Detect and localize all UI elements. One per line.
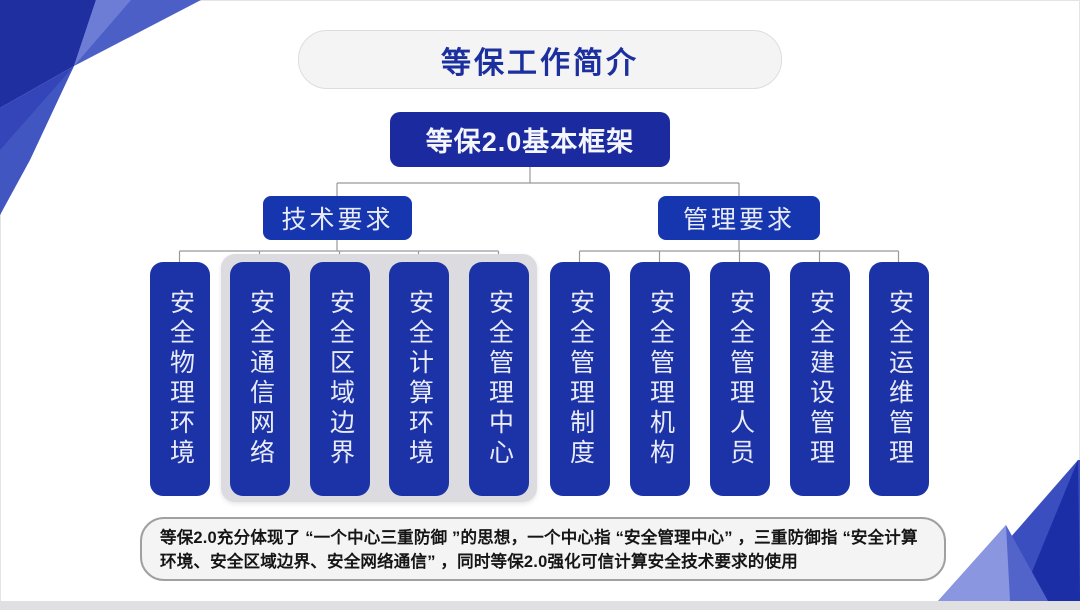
node-computing-environment: 安全计算环境: [389, 262, 449, 496]
node-label: 安全建设管理: [806, 289, 835, 469]
framework-root-label: 等保2.0基本框架: [425, 127, 635, 157]
node-label: 安全通信网络: [246, 289, 275, 469]
branch-management-label: 管理要求: [682, 206, 795, 234]
node-management-personnel: 安全管理人员: [710, 262, 770, 496]
branch-technical-label: 技术要求: [281, 206, 394, 234]
node-label: 安全管理制度: [566, 289, 595, 469]
node-label: 安全管理中心: [485, 289, 514, 469]
node-label: 安全管理人员: [726, 289, 755, 469]
node-management-organization: 安全管理机构: [630, 262, 690, 496]
framework-root-node: 等保2.0基本框架: [390, 112, 670, 167]
summary-note: 等保2.0充分体现了 “一个中心三重防御 ”的思想，一个中心指 “安全管理中心”…: [140, 517, 946, 581]
slide-title-text: 等保工作简介: [441, 46, 639, 80]
node-area-boundary: 安全区域边界: [310, 262, 370, 496]
bottom-strip: [0, 601, 1080, 610]
branch-technical-requirements: 技术要求: [263, 196, 412, 240]
node-communication-network: 安全通信网络: [230, 262, 290, 496]
node-label: 安全物理环境: [166, 289, 195, 469]
node-label: 安全计算环境: [405, 289, 434, 469]
summary-note-text: 等保2.0充分体现了 “一个中心三重防御 ”的思想，一个中心指 “安全管理中心”…: [160, 529, 918, 571]
node-management-system: 安全管理制度: [550, 262, 610, 496]
node-operation-maintenance-management: 安全运维管理: [869, 262, 929, 496]
node-physical-environment: 安全物理环境: [150, 262, 210, 496]
node-label: 安全区域边界: [326, 289, 355, 469]
slide-title: 等保工作简介: [298, 30, 782, 89]
node-management-center: 安全管理中心: [469, 262, 529, 496]
node-label: 安全管理机构: [646, 289, 675, 469]
branch-management-requirements: 管理要求: [658, 196, 820, 240]
node-label: 安全运维管理: [885, 289, 914, 469]
node-construction-management: 安全建设管理: [790, 262, 850, 496]
